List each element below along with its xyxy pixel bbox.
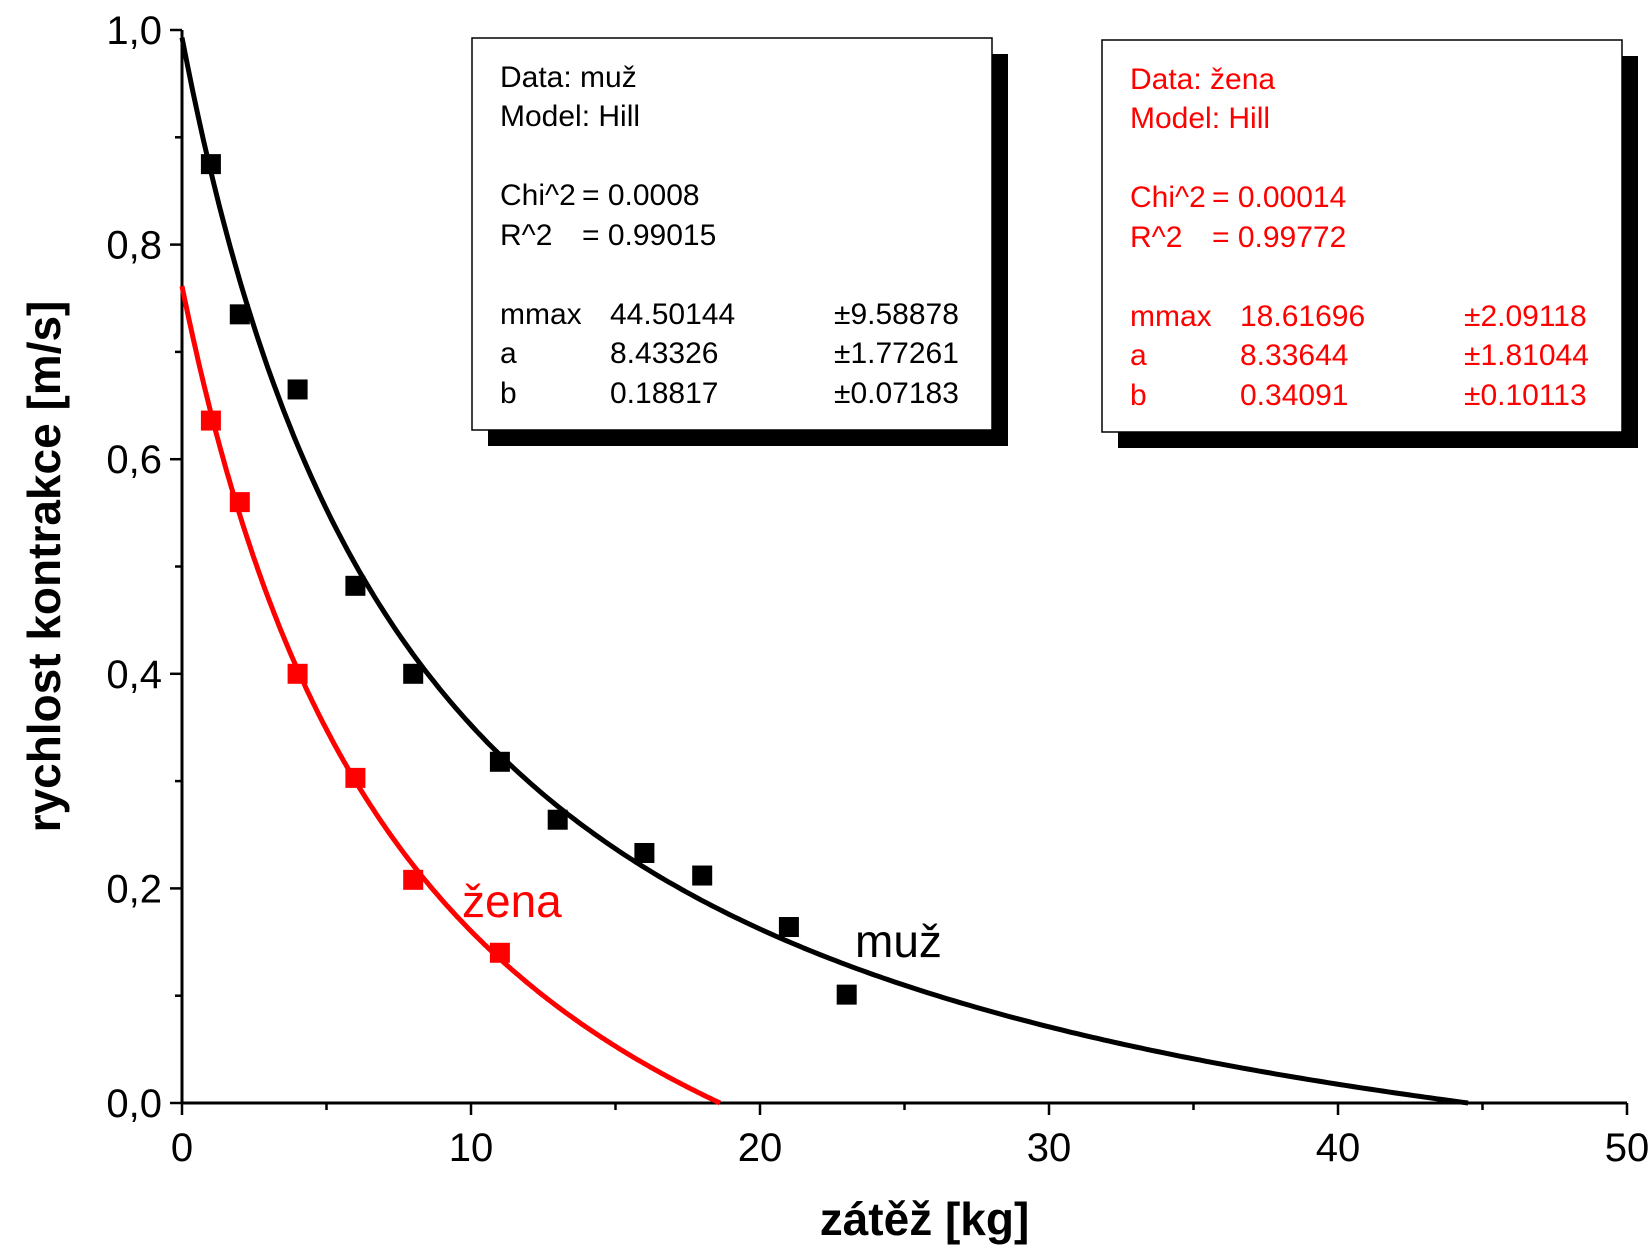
data-point-muž	[345, 575, 366, 596]
fit-box-text: Model: Hill	[500, 100, 640, 133]
data-point-žena	[345, 767, 366, 788]
fit-box-text: ±1.81044	[1464, 339, 1589, 372]
data-point-muž	[547, 809, 568, 830]
data-point-muž	[287, 379, 308, 400]
fit-box-text: = 0.0008	[582, 179, 700, 212]
fit-box-text: Chi^2	[500, 179, 576, 212]
data-point-žena	[489, 942, 510, 963]
x-tick-label: 20	[738, 1126, 783, 1170]
fit-box-text: b	[1130, 379, 1147, 412]
data-point-žena	[403, 869, 424, 890]
data-point-muž	[200, 154, 221, 175]
fit-box-text: = 0.99772	[1212, 221, 1346, 254]
y-tick-label: 0,2	[106, 867, 162, 911]
fit-curve-žena	[179, 285, 722, 1106]
data-points	[200, 154, 857, 1005]
y-axis-title: rychlost kontrakce [m/s]	[18, 301, 70, 833]
fit-box-text: Data: žena	[1130, 63, 1275, 96]
fit-box-text: a	[500, 337, 517, 370]
fit-box-text: Chi^2	[1130, 181, 1206, 214]
fit-box-text: 8.33644	[1240, 339, 1348, 372]
x-tick-label: 0	[171, 1126, 193, 1170]
fit-box-text: ±0.10113	[1464, 379, 1587, 412]
data-point-žena	[229, 492, 250, 513]
data-point-muž	[692, 865, 713, 886]
y-tick-label: 1,0	[106, 9, 162, 53]
fit-box: Data: muž Model: Hill Chi^2 = 0.0008 R^2 = 0.…	[471, 37, 1008, 446]
x-tick-label: 40	[1316, 1126, 1361, 1170]
data-point-muž	[778, 917, 799, 938]
fit-box-text: b	[500, 377, 517, 410]
x-tick-label: 50	[1605, 1126, 1650, 1170]
data-point-žena	[200, 410, 221, 431]
data-point-muž	[489, 751, 510, 772]
fit-box-text: Model: Hill	[1130, 102, 1270, 135]
fit-box-text: R^2	[1130, 221, 1182, 254]
fit-curve-muž	[179, 37, 1469, 1106]
axes: 0 10 20 30 40 50 0,0 0,2 0,4 0,6 0,8 1,0 zátěž [kg] r…	[18, 9, 1649, 1245]
fit-box-text: mmax	[500, 298, 582, 331]
data-point-muž	[634, 842, 655, 863]
y-tick-label: 0,8	[106, 224, 162, 268]
fit-curves	[179, 37, 1469, 1106]
fit-box-text: ±9.58878	[834, 298, 959, 331]
series-label: muž	[855, 915, 942, 967]
fit-box-frame	[471, 37, 993, 431]
fit-box-text: = 0.99015	[582, 219, 716, 252]
fit-box-text: ±0.07183	[834, 377, 959, 410]
y-tick-label: 0,4	[106, 653, 162, 697]
series-label: žena	[462, 875, 562, 927]
y-tick-label: 0,6	[106, 438, 162, 482]
fit-box-text: 8.43326	[610, 337, 718, 370]
fit-box-text: 0.34091	[1240, 379, 1348, 412]
fit-box-text: = 0.00014	[1212, 181, 1346, 214]
fit-box-text: a	[1130, 339, 1147, 372]
fit-box-text: ±1.77261	[834, 337, 959, 370]
fit-box-text: Data: muž	[500, 61, 637, 94]
data-point-muž	[403, 663, 424, 684]
fit-box-frame	[1101, 39, 1623, 433]
data-point-muž	[836, 984, 857, 1005]
x-tick-label: 10	[449, 1126, 494, 1170]
data-point-muž	[229, 304, 250, 325]
fit-box-text: ±2.09118	[1464, 300, 1587, 333]
fit-box-text: R^2	[500, 219, 552, 252]
fit-box: Data: žena Model: Hill Chi^2 = 0.00014 R^2 = …	[1101, 39, 1638, 448]
x-tick-label: 30	[1027, 1126, 1072, 1170]
fit-box-text: 44.50144	[610, 298, 735, 331]
y-tick-label: 0,0	[106, 1082, 162, 1126]
fit-box-text: 18.61696	[1240, 300, 1365, 333]
x-axis-title: zátěž [kg]	[820, 1193, 1030, 1245]
fit-box-text: mmax	[1130, 300, 1212, 333]
series-labels: muž žena	[462, 875, 942, 967]
fit-box-text: 0.18817	[610, 377, 718, 410]
data-point-žena	[287, 663, 308, 684]
